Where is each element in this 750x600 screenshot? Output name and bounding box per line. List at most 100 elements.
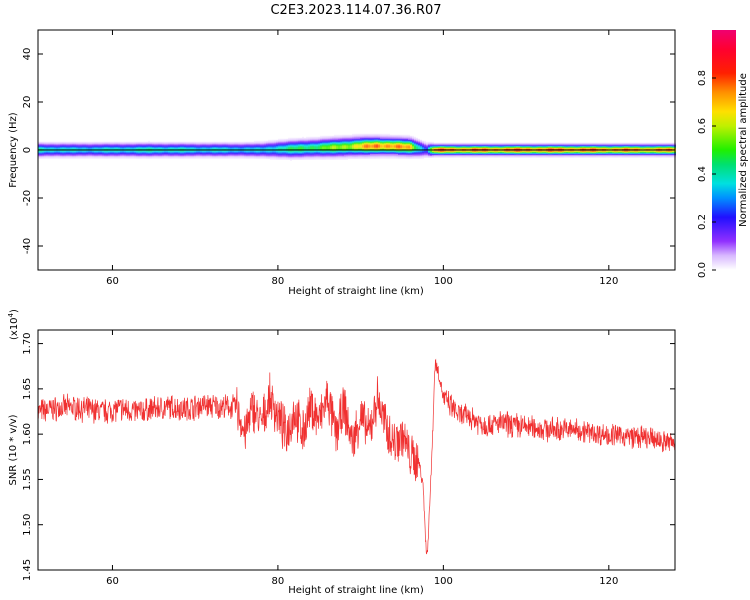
heatmap-cell [164, 156, 166, 158]
heatmap-cell [276, 139, 278, 141]
heatmap-cell [576, 152, 578, 154]
heatmap-cell [408, 145, 410, 147]
heatmap-cell [232, 144, 234, 146]
heatmap-cell [530, 145, 532, 147]
heatmap-cell [304, 157, 306, 159]
heatmap-cell [398, 135, 400, 137]
heatmap-cell [288, 154, 290, 156]
heatmap-cell [246, 154, 248, 156]
heatmap-cell [150, 147, 152, 149]
heatmap-cell [428, 155, 430, 157]
heatmap-cell [396, 150, 398, 152]
heatmap-cell [260, 144, 262, 146]
heatmap-cell [124, 154, 126, 156]
heatmap-cell [38, 152, 40, 154]
heatmap-cell [342, 156, 344, 158]
heatmap-cell [104, 154, 106, 156]
heatmap-cell [72, 150, 74, 152]
heatmap-cell [348, 146, 350, 148]
heatmap-cell [60, 153, 62, 155]
heatmap-cell [214, 143, 216, 145]
heatmap-cell [456, 148, 458, 150]
heatmap-cell [456, 142, 458, 144]
heatmap-cell [580, 154, 582, 156]
heatmap-cell [38, 155, 40, 157]
heatmap-cell [550, 150, 552, 152]
heatmap-cell [572, 152, 574, 154]
heatmap-cell [506, 142, 508, 144]
heatmap-cell [472, 148, 474, 150]
heatmap-cell [406, 156, 408, 158]
heatmap-cell [212, 147, 214, 149]
heatmap-cell [516, 151, 518, 153]
heatmap-cell [180, 146, 182, 148]
heatmap-cell [162, 157, 164, 159]
heatmap-cell [564, 142, 566, 144]
heatmap-cell [354, 140, 356, 142]
heatmap-cell [402, 135, 404, 137]
heatmap-cell [436, 152, 438, 154]
heatmap-cell [150, 153, 152, 155]
heatmap-cell [244, 151, 246, 153]
heatmap-cell [388, 153, 390, 155]
heatmap-cell [272, 150, 274, 152]
heatmap-cell [520, 153, 522, 155]
heatmap-cell [372, 154, 374, 156]
heatmap-cell [326, 155, 328, 157]
heatmap-cell [528, 150, 530, 152]
heatmap-cell [500, 145, 502, 147]
heatmap-cell [186, 147, 188, 149]
heatmap-cell [398, 137, 400, 139]
heatmap-cell [310, 152, 312, 154]
heatmap-cell [94, 147, 96, 149]
heatmap-cell [494, 144, 496, 146]
heatmap-cell [408, 144, 410, 146]
heatmap-cell [362, 147, 364, 149]
heatmap-cell [108, 151, 110, 153]
heatmap-cell [306, 138, 308, 140]
heatmap-cell [422, 142, 424, 144]
heatmap-cell [132, 141, 134, 143]
heatmap-cell [134, 154, 136, 156]
heatmap-cell [318, 140, 320, 142]
heatmap-cell [90, 145, 92, 147]
heatmap-cell [406, 146, 408, 148]
heatmap-cell [402, 143, 404, 145]
heatmap-cell [404, 156, 406, 158]
heatmap-cell [68, 154, 70, 156]
heatmap-cell [524, 142, 526, 144]
heatmap-cell [226, 152, 228, 154]
heatmap-cell [102, 142, 104, 144]
heatmap-cell [200, 142, 202, 144]
heatmap-cell [192, 153, 194, 155]
heatmap-cell [288, 138, 290, 140]
heatmap-cell [318, 148, 320, 150]
heatmap-cell [342, 158, 344, 160]
heatmap-cell [446, 145, 448, 147]
heatmap-cell [264, 153, 266, 155]
heatmap-cell [492, 153, 494, 155]
heatmap-cell [412, 137, 414, 139]
heatmap-cell [332, 157, 334, 159]
heatmap-cell [556, 153, 558, 155]
heatmap-cell [372, 153, 374, 155]
heatmap-cell [420, 145, 422, 147]
heatmap-cell [396, 140, 398, 142]
heatmap-cell [332, 144, 334, 146]
heatmap-cell [70, 155, 72, 157]
heatmap-cell [374, 153, 376, 155]
heatmap-cell [308, 142, 310, 144]
heatmap-cell [458, 155, 460, 157]
heatmap-cell [200, 144, 202, 146]
heatmap-cell [202, 145, 204, 147]
heatmap-cell [440, 142, 442, 144]
heatmap-cell [78, 153, 80, 155]
heatmap-cell [380, 146, 382, 148]
heatmap-cell [248, 147, 250, 149]
heatmap-cell [568, 150, 570, 152]
heatmap-cell [58, 141, 60, 143]
heatmap-cell [292, 153, 294, 155]
heatmap-cell [396, 137, 398, 139]
heatmap-cell [346, 147, 348, 149]
heatmap-cell [296, 140, 298, 142]
